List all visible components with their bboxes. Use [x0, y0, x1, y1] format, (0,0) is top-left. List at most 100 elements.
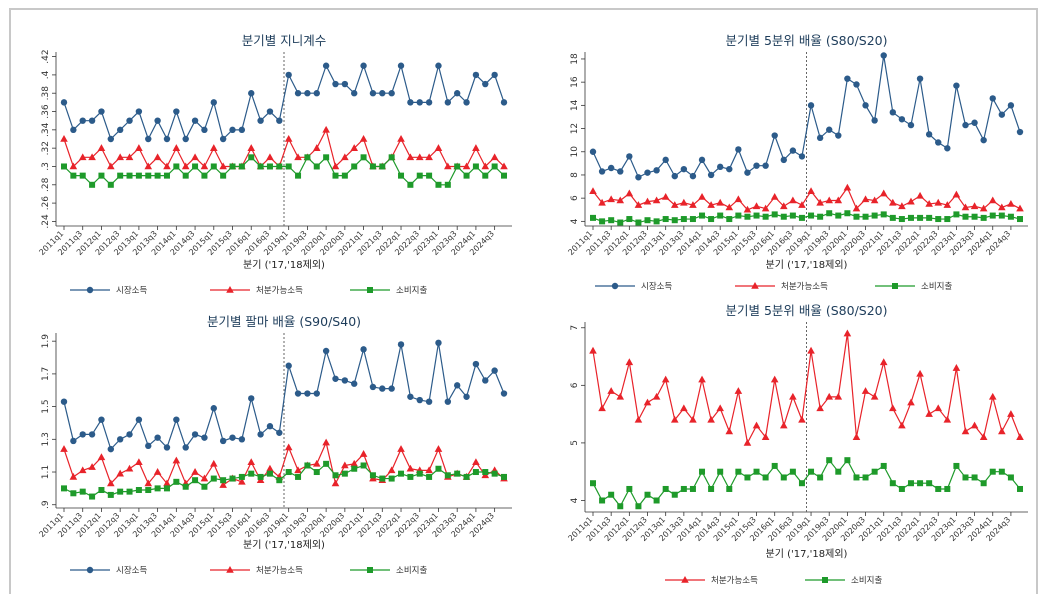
point: [201, 126, 208, 134]
point: [322, 347, 330, 355]
point: [276, 163, 283, 170]
point: [998, 427, 1006, 435]
point: [322, 62, 330, 69]
point: [843, 329, 852, 337]
x-axis-title: 분기 ('17,'18제외): [766, 259, 848, 271]
point: [266, 153, 274, 161]
point: [266, 470, 273, 477]
point: [816, 198, 824, 206]
point: [294, 390, 302, 397]
point: [944, 145, 951, 152]
point: [210, 405, 217, 412]
point: [989, 468, 996, 475]
point: [88, 117, 96, 124]
point: [79, 172, 86, 179]
point: [935, 139, 942, 146]
point: [182, 135, 189, 143]
point: [88, 463, 96, 470]
point: [779, 421, 788, 429]
chart-title: 분기별 팔마 배율 (S90/S40): [207, 314, 361, 329]
point: [598, 404, 606, 412]
point: [453, 90, 461, 97]
point: [444, 472, 451, 479]
point: [426, 473, 433, 480]
point: [248, 470, 255, 477]
point: [472, 469, 479, 476]
point: [360, 154, 367, 161]
point: [689, 172, 697, 180]
point: [229, 126, 236, 134]
point: [219, 135, 227, 143]
point: [744, 213, 751, 220]
y-tick-label: 7: [570, 325, 580, 331]
point: [182, 483, 189, 490]
point: [989, 212, 996, 219]
point: [285, 163, 292, 170]
point: [825, 196, 834, 204]
point: [889, 480, 896, 487]
point: [135, 487, 142, 494]
point: [163, 485, 170, 492]
point: [743, 205, 752, 213]
point: [350, 144, 359, 151]
point: [201, 434, 208, 441]
point: [625, 358, 634, 366]
legend-label: 시장소득: [116, 285, 147, 296]
point: [780, 156, 787, 164]
point: [491, 367, 498, 374]
point: [387, 466, 396, 474]
point: [78, 153, 87, 161]
legend-marker: [367, 567, 373, 573]
point: [680, 485, 687, 492]
point: [925, 199, 933, 207]
point: [79, 431, 86, 438]
point: [926, 480, 933, 487]
point: [145, 135, 152, 143]
point: [670, 201, 679, 208]
point: [971, 474, 978, 481]
point: [172, 456, 181, 464]
point: [988, 392, 997, 400]
point: [295, 172, 302, 179]
point: [708, 216, 715, 223]
point: [360, 462, 367, 469]
y-tick-label: 1.1: [41, 465, 51, 479]
point: [116, 469, 124, 477]
point: [844, 457, 851, 464]
point: [379, 385, 386, 392]
point: [89, 181, 96, 188]
point: [98, 416, 105, 423]
point: [416, 396, 423, 404]
y-tick-label: 16: [570, 76, 580, 88]
point: [617, 168, 624, 175]
series-line: [592, 333, 1021, 445]
point: [398, 470, 405, 477]
point: [862, 474, 869, 481]
point: [359, 135, 368, 142]
point: [653, 497, 660, 504]
point: [182, 172, 189, 179]
point: [871, 117, 878, 124]
point: [444, 99, 452, 106]
point: [435, 465, 442, 472]
point: [662, 216, 669, 223]
point: [125, 464, 134, 472]
point: [191, 431, 199, 438]
point: [626, 153, 633, 160]
y-tick-label: .36: [41, 104, 51, 119]
point: [172, 144, 181, 151]
point: [917, 480, 924, 487]
point: [989, 95, 996, 102]
point: [79, 117, 86, 124]
point: [988, 196, 997, 204]
point: [425, 466, 433, 474]
point: [482, 80, 489, 88]
point: [780, 474, 787, 481]
point: [351, 163, 358, 170]
point: [743, 438, 752, 446]
y-tick-label: 4: [570, 497, 580, 503]
point: [78, 466, 87, 474]
point: [126, 117, 133, 124]
point: [463, 473, 470, 480]
point: [943, 201, 952, 208]
